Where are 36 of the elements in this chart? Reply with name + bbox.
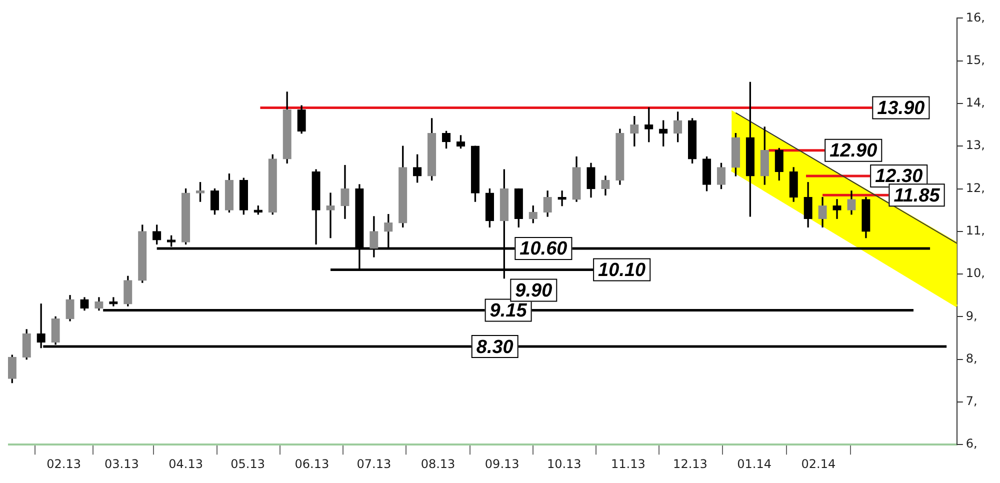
y-tick-label: 13, [966, 138, 986, 152]
x-tick-label: 07.13 [356, 456, 392, 471]
candlestick [326, 192, 335, 238]
y-tick-label: 9, [966, 308, 978, 323]
series-label: 10.10 [598, 260, 646, 282]
candlestick [558, 190, 566, 206]
series-label: 8.30 [476, 336, 514, 358]
x-tick-label: 06.13 [294, 456, 330, 471]
x-tick-label: 02.14 [801, 456, 836, 471]
annotation: 9.90 [515, 280, 553, 302]
y-tick-label: 7, [966, 394, 978, 408]
x-tick-label: 08.13 [420, 456, 456, 471]
y-tick-label: 16, [966, 10, 986, 24]
y-tick-label: 11, [966, 224, 986, 238]
x-tick-label: 01.14 [737, 456, 772, 471]
series-label: 10.60 [520, 238, 568, 260]
x-tick-label: 09.13 [484, 456, 520, 471]
x-tick-label: 12.13 [673, 456, 708, 471]
y-tick-label: 8, [966, 351, 978, 366]
series-label: 11.85 [894, 185, 940, 206]
x-tick-label: 04.13 [168, 456, 203, 471]
y-tick-label: 10, [966, 266, 986, 280]
y-tick-label: 15, [966, 52, 986, 67]
y-tick-label: 14, [966, 96, 986, 110]
x-tick-label: 10.13 [546, 456, 582, 471]
series-label: 9.15 [490, 300, 528, 322]
candlestick [832, 199, 842, 219]
x-tick-label: 02.13 [46, 456, 81, 471]
series-label: 12.90 [830, 140, 878, 162]
y-tick-label: 6, [966, 436, 978, 451]
x-tick-label: 11.13 [611, 456, 646, 471]
x-tick-label: 03.13 [104, 456, 139, 471]
series-label: 13.90 [877, 98, 926, 119]
x-tick-label: 05.13 [230, 456, 265, 471]
y-tick-label: 12, [966, 180, 986, 195]
series-label: 12.30 [875, 166, 924, 188]
